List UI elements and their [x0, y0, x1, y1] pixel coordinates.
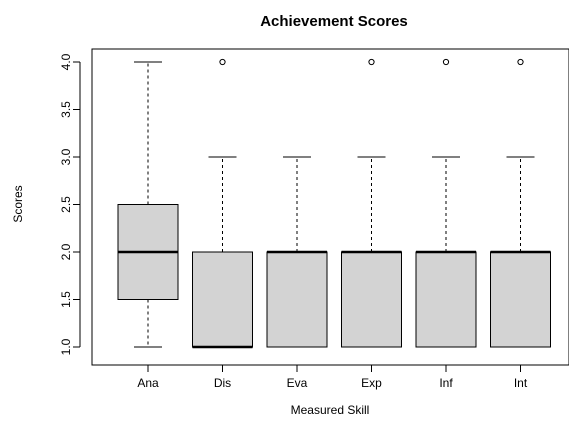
outlier-point — [368, 58, 375, 66]
box-eva — [266, 156, 328, 348]
box-iqr — [490, 251, 551, 348]
chart-title: Achievement Scores — [260, 13, 408, 30]
x-axis: Ana Dis Eva Exp Inf Int — [137, 364, 528, 390]
x-tick-label: Eva — [287, 376, 308, 390]
y-tick-label: 3.0 — [59, 148, 73, 165]
x-tick-label: Ana — [137, 376, 159, 390]
box-inf — [415, 58, 477, 348]
x-axis-label: Measured Skill — [291, 403, 370, 417]
box-exp — [341, 58, 402, 348]
box-dis — [192, 58, 253, 349]
y-tick-label: 1.0 — [59, 338, 73, 355]
boxes-group — [117, 58, 551, 349]
y-axis-label: Scores — [11, 185, 25, 222]
outlier-point — [219, 58, 226, 66]
box-iqr — [341, 251, 402, 348]
x-tick-label: Inf — [439, 376, 453, 390]
y-tick-label: 4.0 — [59, 53, 73, 70]
box-int — [490, 58, 551, 348]
x-tick-label: Int — [514, 376, 528, 390]
box-iqr — [266, 251, 328, 348]
x-tick-label: Dis — [214, 376, 231, 390]
outlier-point — [517, 58, 524, 66]
y-tick-label: 2.0 — [59, 243, 73, 260]
box-iqr — [415, 251, 477, 348]
y-tick-label: 1.5 — [59, 291, 73, 308]
x-tick-label: Exp — [361, 376, 382, 390]
y-tick-label: 2.5 — [59, 196, 73, 213]
y-axis: 1.0 1.5 2.0 2.5 3.0 3.5 4.0 — [59, 53, 81, 355]
y-tick-label: 3.5 — [59, 101, 73, 118]
box-ana — [117, 61, 179, 348]
outlier-point — [442, 58, 450, 66]
box-iqr — [192, 251, 253, 348]
